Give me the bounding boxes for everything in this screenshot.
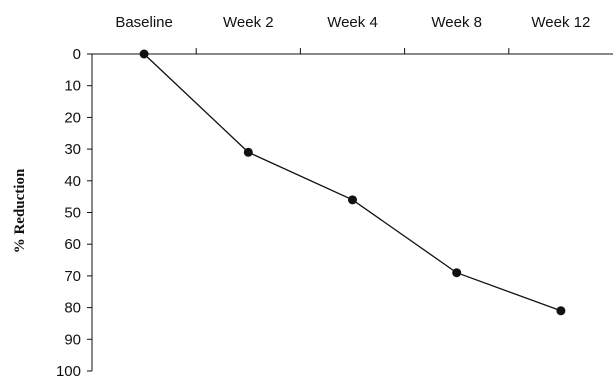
x-axis: Baseline Week 2 Week 4 Week 8 Week 12: [92, 14, 613, 55]
y-tick-label: 30: [64, 141, 81, 158]
y-tick-label: 70: [64, 268, 81, 285]
data-point: [452, 268, 462, 278]
y-tick-label: 100: [56, 363, 81, 376]
y-tick-label: 80: [64, 300, 81, 317]
y-tick-label: 60: [64, 236, 81, 253]
y-tick-label: 0: [73, 46, 81, 63]
y-axis: 0 10 20 30 40 50 60 70 80 90 100: [56, 46, 93, 376]
y-tick-label: 50: [64, 205, 81, 222]
x-tick-label: Week 4: [327, 14, 378, 31]
data-point: [556, 306, 566, 316]
data-point: [348, 195, 357, 205]
series-line: [143, 53, 562, 312]
series-layer: [139, 49, 566, 316]
y-tick-label: 40: [64, 173, 81, 190]
y-tick-label: 90: [64, 331, 81, 348]
y-axis-title: % Reduction: [12, 168, 28, 253]
y-tick-label: 10: [64, 78, 81, 95]
data-point: [139, 49, 149, 59]
x-tick-label: Week 8: [431, 14, 482, 31]
x-tick-label: Baseline: [115, 14, 173, 31]
data-point: [243, 147, 253, 157]
x-tick-label: Week 12: [531, 14, 590, 31]
x-tick-label: Week 2: [223, 14, 274, 31]
y-tick-label: 20: [64, 109, 81, 126]
